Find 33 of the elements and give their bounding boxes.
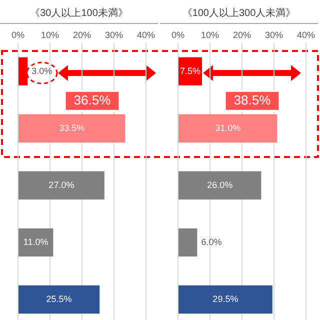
chart-title: 《30人以上100未満》 (0, 6, 158, 24)
x-tick-label: 30% (104, 30, 124, 40)
annotation: 36.5% (74, 92, 112, 108)
bar (18, 171, 104, 200)
data-label: 27.0% (48, 180, 74, 190)
x-tick-label: 0% (11, 30, 25, 40)
bar (18, 57, 28, 86)
x-tick-label: 40% (296, 30, 316, 40)
bar (18, 114, 126, 142)
x-tick-label: 10% (40, 30, 60, 40)
data-label: 25.5% (46, 294, 72, 304)
bar (18, 228, 54, 257)
data-label: 6.0% (201, 236, 222, 247)
chart-title: 《100人以上300人未満》 (160, 6, 318, 24)
bar (178, 114, 278, 142)
data-label: 33.5% (59, 122, 85, 133)
bar (178, 228, 198, 257)
x-tick-label: 30% (264, 30, 284, 40)
data-label: 31.0% (215, 122, 241, 133)
x-tick-label: 20% (232, 30, 252, 40)
data-label: 11.0% (23, 236, 48, 247)
bar (178, 171, 262, 200)
x-tick-label: 40% (136, 30, 156, 40)
x-tick-label: 10% (200, 30, 220, 40)
x-tick-label: 0% (171, 30, 185, 40)
x-tick-label: 20% (72, 30, 92, 40)
data-label: 7.5% (180, 66, 201, 76)
bar (178, 285, 272, 314)
annotation: 38.5% (234, 92, 272, 108)
data-label: 3.0% (32, 66, 52, 76)
bar (18, 285, 100, 314)
data-label: 29.5% (212, 294, 238, 304)
data-label: 26.0% (207, 180, 233, 190)
